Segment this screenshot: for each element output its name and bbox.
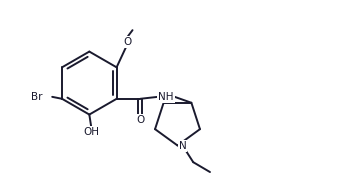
Text: O: O (136, 116, 144, 125)
Text: O: O (123, 37, 132, 47)
Text: NH: NH (158, 92, 173, 102)
Text: OH: OH (83, 127, 99, 137)
Text: N: N (179, 141, 186, 151)
Text: Br: Br (31, 92, 42, 102)
